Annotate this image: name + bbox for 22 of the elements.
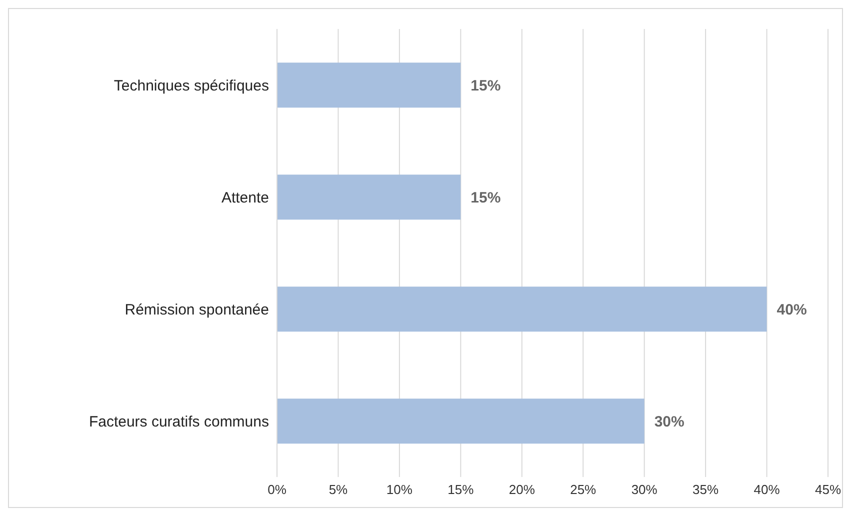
x-tick-label: 35% xyxy=(692,482,719,498)
data-label: 40% xyxy=(776,301,807,318)
y-tick-label: Facteurs curatifs communs xyxy=(88,413,269,430)
x-tick-label: 0% xyxy=(268,482,287,498)
y-tick-label: Attente xyxy=(221,189,269,206)
bar xyxy=(277,286,767,332)
y-tick-label: Rémission spontanée xyxy=(124,301,269,318)
data-label: 30% xyxy=(654,413,684,430)
y-tick-label: Techniques spécifiques xyxy=(114,77,269,94)
data-label: 15% xyxy=(470,189,501,206)
data-label: 15% xyxy=(470,77,501,94)
x-tick-label: 25% xyxy=(570,482,597,498)
x-tick-label: 45% xyxy=(814,482,842,498)
x-tick-label: 30% xyxy=(631,482,658,498)
x-tick-label: 20% xyxy=(508,482,536,498)
x-tick-label: 40% xyxy=(754,482,780,498)
bar xyxy=(277,174,461,220)
x-tick-label: 10% xyxy=(386,482,413,498)
bar xyxy=(277,398,644,444)
x-tick-label: 15% xyxy=(448,482,474,498)
x-tick-label: 5% xyxy=(328,482,348,498)
bar xyxy=(277,62,461,108)
